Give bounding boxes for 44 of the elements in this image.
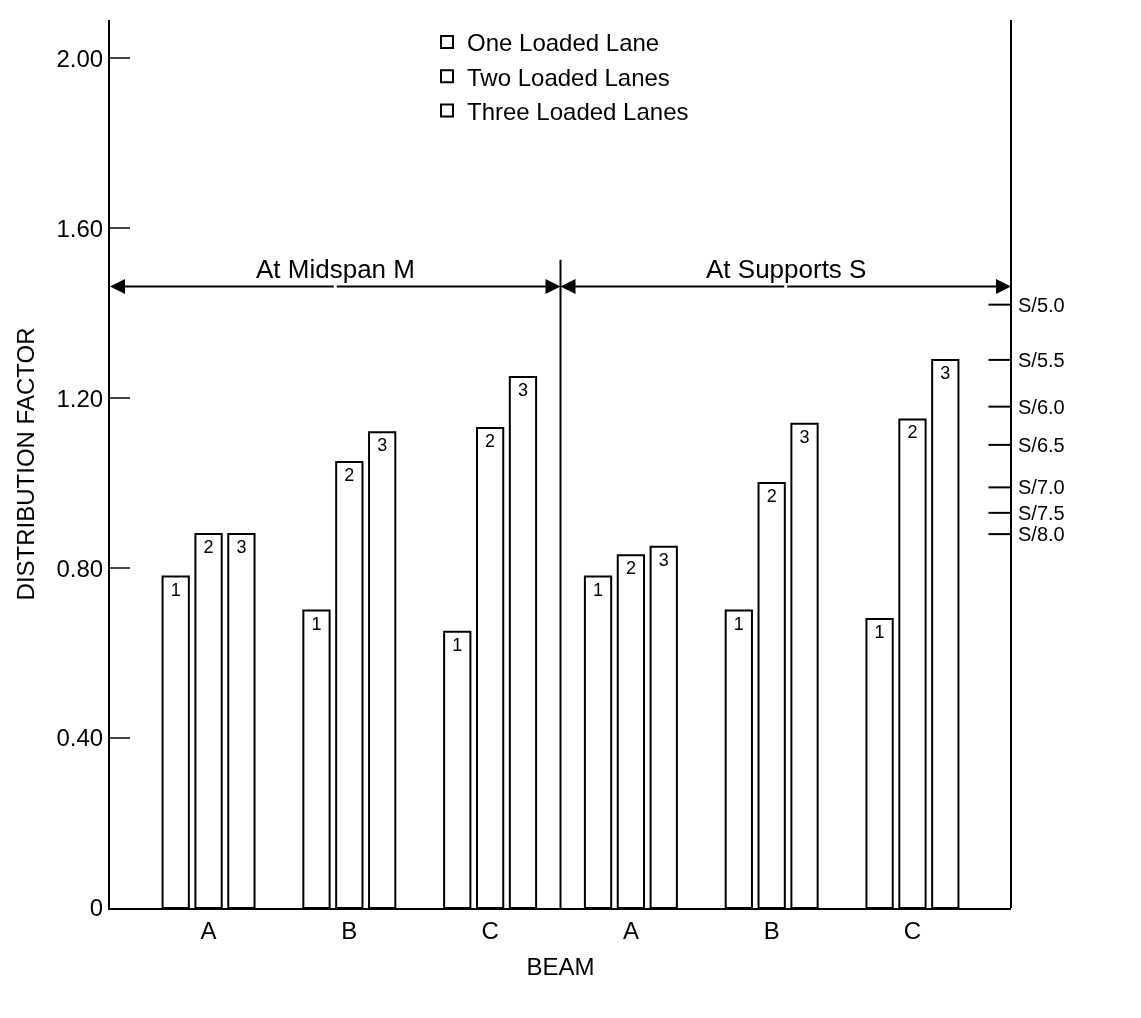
text: 2 (766, 486, 777, 507)
x-tick-label: C (481, 916, 499, 944)
y-tick-label: 1.60 (56, 214, 104, 242)
annotation: 2 (203, 537, 214, 558)
ref-line-label: S/6.5 (1018, 434, 1065, 456)
annotation: At Supports S (706, 254, 867, 284)
y-axis-title: DISTRIBUTION FACTOR (12, 327, 40, 601)
ref-line-label: S/7.5 (1018, 502, 1065, 524)
x-axis-title: BEAM (526, 952, 595, 980)
text: 2 (485, 430, 496, 451)
text: 3 (377, 435, 388, 456)
text: 3 (799, 426, 810, 447)
legend-label: Two Loaded Lanes (467, 63, 670, 91)
y-tick-label: 1.20 (56, 384, 104, 412)
text: 2 (907, 422, 918, 443)
annotation: At Midspan M (256, 254, 415, 284)
ref-line-label: S/5.5 (1018, 349, 1065, 371)
text: 2 (625, 558, 636, 579)
y-tick-label: 2.00 (56, 44, 104, 72)
x-tick-label: B (763, 916, 780, 944)
text: 3 (517, 379, 528, 400)
ref-line-label: S/5.0 (1018, 294, 1065, 316)
text: 2 (344, 464, 355, 485)
x-tick-label: A (200, 916, 217, 944)
text: 3 (658, 549, 669, 570)
text: 3 (940, 362, 951, 383)
text: 1 (733, 613, 744, 634)
x-tick-label: C (903, 916, 922, 944)
text: 1 (593, 579, 604, 600)
annotation: 1 (170, 579, 181, 600)
x-tick-label: A (622, 916, 639, 944)
legend-label: One Loaded Lane (467, 29, 660, 57)
y-tick-label: 0.40 (56, 724, 104, 752)
ref-line-label: S/7.0 (1018, 476, 1065, 498)
ref-line-label: S/6.0 (1018, 396, 1065, 418)
y-tick-label: 0 (89, 894, 104, 922)
text: 1 (311, 613, 322, 634)
annotation: 3 (236, 537, 247, 558)
y-tick-label: 0.80 (56, 554, 104, 582)
x-tick-label: B (341, 916, 358, 944)
ref-line-label: S/8.0 (1018, 523, 1065, 545)
text: 1 (874, 622, 885, 643)
text: 1 (452, 634, 463, 655)
legend-label: Three Loaded Lanes (467, 97, 689, 125)
